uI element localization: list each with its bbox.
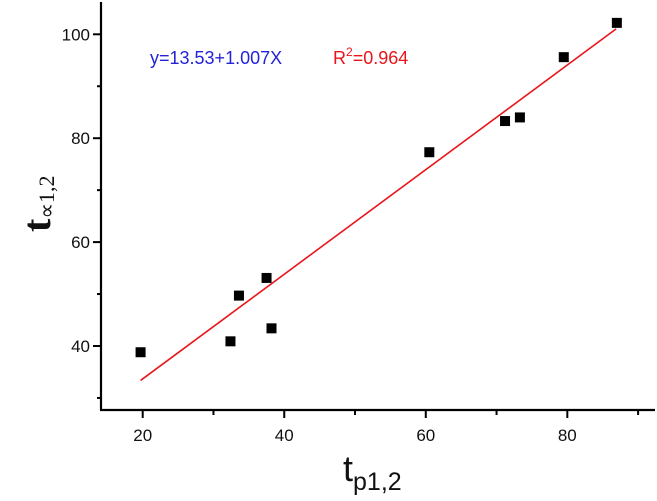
- fit-line: [140, 28, 617, 382]
- y-tick-label: 100: [62, 25, 90, 44]
- axis-ticks: 20 40 60 80 40 60 80 100: [62, 25, 640, 445]
- x-axis-title: tp1,2: [343, 448, 402, 496]
- y-tick-label: 40: [71, 337, 90, 356]
- data-points: [135, 17, 622, 358]
- r-squared-prefix: R: [333, 48, 346, 68]
- y-tick-label: 60: [71, 233, 90, 252]
- data-point-square: [500, 116, 511, 127]
- data-point-square: [225, 336, 236, 347]
- data-point-square: [266, 323, 277, 334]
- data-point-square: [135, 347, 146, 358]
- y-axis-title-main: t: [14, 218, 59, 232]
- x-tick-label: 40: [275, 426, 294, 445]
- y-tick-label: 80: [71, 129, 90, 148]
- y-axis-title: t∝1,2: [14, 175, 59, 232]
- data-point-square: [514, 112, 525, 123]
- x-tick-label: 80: [558, 426, 577, 445]
- r-squared-label: R2=0.964: [333, 45, 408, 68]
- data-point-square: [233, 290, 244, 301]
- data-point-square: [611, 17, 622, 28]
- data-point-square: [261, 272, 272, 283]
- x-tick-label: 20: [133, 426, 152, 445]
- regression-line: [140, 28, 617, 382]
- r-squared-superscript: 2: [346, 45, 353, 59]
- r-squared-value: =0.964: [353, 48, 409, 68]
- data-point-square: [558, 52, 569, 63]
- y-axis-title-subscript: ∝1,2: [34, 175, 59, 218]
- x-tick-label: 60: [416, 426, 435, 445]
- data-point-square: [424, 147, 435, 158]
- x-axis-title-subscript: p1,2: [353, 468, 402, 496]
- regression-equation: y=13.53+1.007X: [150, 48, 282, 68]
- x-axis-title-main: t: [343, 448, 353, 489]
